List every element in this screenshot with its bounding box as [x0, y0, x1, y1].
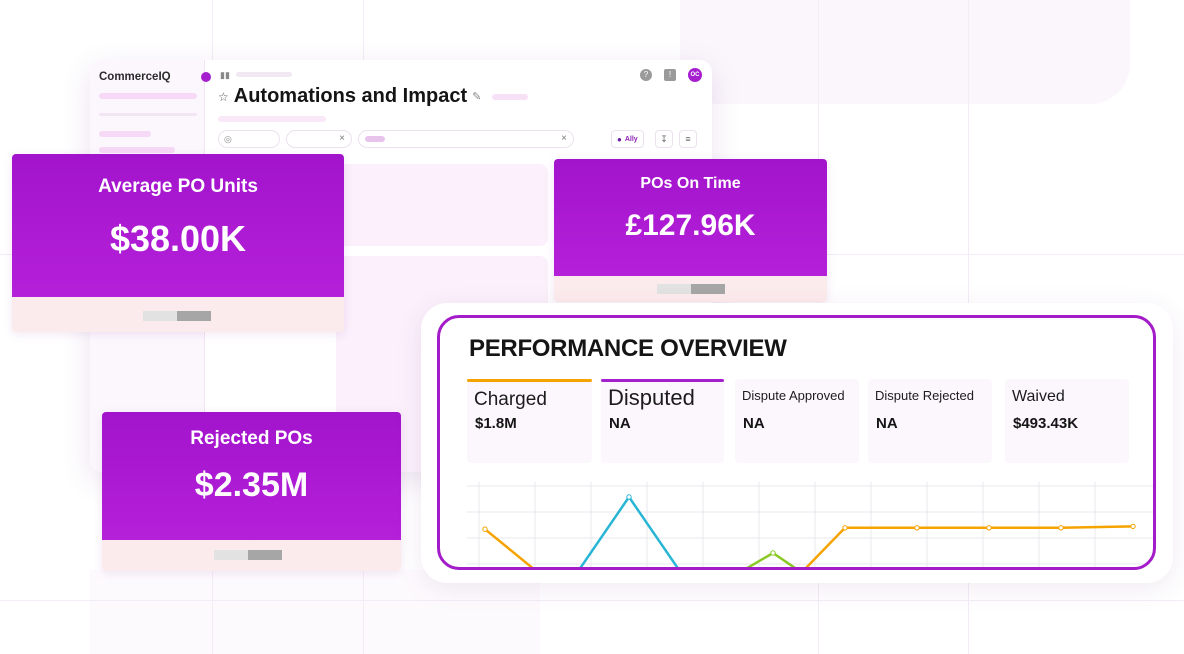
sidebar-item[interactable]: [99, 147, 175, 153]
kpi-card-average-po-units[interactable]: Average PO Units $38.00K: [12, 154, 344, 332]
breadcrumb[interactable]: [236, 72, 292, 77]
metric-tab-waived[interactable]: Waived $493.43K: [1005, 379, 1129, 463]
filter-dropdown[interactable]: ×: [286, 130, 352, 148]
kpi-header: Rejected POs $2.35M: [102, 412, 401, 540]
metric-label: Waived: [1012, 388, 1065, 405]
kpi-label: Average PO Units: [98, 176, 258, 197]
data-point[interactable]: [770, 550, 776, 556]
header-actions: ? ! OC: [640, 68, 702, 82]
metric-label: Dispute Rejected: [875, 388, 974, 403]
kpi-label: POs On Time: [640, 175, 741, 192]
avatar[interactable]: OC: [688, 68, 702, 82]
metric-tab-dispute-rejected[interactable]: Dispute Rejected NA: [868, 379, 992, 463]
metric-value: NA: [876, 415, 898, 432]
close-icon[interactable]: ×: [339, 133, 345, 144]
metric-value: $493.43K: [1013, 415, 1079, 432]
star-icon[interactable]: ☆: [218, 89, 229, 104]
ally-button[interactable]: ● Ally: [611, 130, 644, 148]
performance-overview-panel: PERFORMANCE OVERVIEW Charged $1.8M Dispu…: [437, 315, 1156, 570]
data-point[interactable]: [1058, 525, 1064, 531]
data-point[interactable]: [482, 526, 488, 532]
kpi-label: Rejected POs: [190, 428, 313, 449]
kpi-header: POs On Time £127.96K: [554, 159, 827, 276]
kpi-card-rejected-pos[interactable]: Rejected POs $2.35M: [102, 412, 401, 571]
metric-tab-charged[interactable]: Charged $1.8M: [467, 379, 592, 463]
series-line-1: [579, 494, 679, 567]
title-tag: [492, 93, 529, 100]
metric-value: NA: [609, 415, 631, 432]
kpi-footer: [12, 297, 344, 332]
sidebar-item[interactable]: [99, 131, 151, 137]
kpi-value: $38.00K: [109, 218, 247, 259]
download-icon[interactable]: ↧: [655, 130, 673, 148]
sidebar-item[interactable]: [99, 93, 197, 99]
performance-line-chart: [467, 482, 1153, 567]
ally-label: Ally: [624, 135, 638, 143]
data-point[interactable]: [626, 494, 632, 500]
metric-label: Charged: [474, 389, 547, 410]
active-indicator: [467, 379, 592, 382]
close-icon[interactable]: ×: [561, 133, 567, 144]
data-point[interactable]: [842, 525, 848, 531]
metric-value: NA: [743, 415, 765, 432]
metric-label: Dispute Approved: [742, 388, 845, 403]
pencil-icon[interactable]: ✎: [472, 91, 482, 103]
help-icon[interactable]: ?: [640, 69, 652, 81]
kpi-footer: [102, 540, 401, 571]
page-title: Automations and Impact: [233, 85, 468, 107]
active-indicator: [601, 379, 724, 382]
metric-tab-dispute-approved[interactable]: Dispute Approved NA: [735, 379, 859, 463]
kpi-value: $2.35M: [194, 466, 309, 504]
series-line-0: [484, 525, 1134, 567]
kpi-header: Average PO Units $38.00K: [12, 154, 344, 297]
filter-dropdown[interactable]: ×: [358, 130, 574, 148]
title-row: ☆ Automations and Impact ✎: [218, 85, 529, 108]
metric-value: $1.8M: [475, 415, 517, 432]
data-point[interactable]: [914, 525, 920, 531]
metric-tab-disputed[interactable]: Disputed NA: [601, 379, 724, 463]
date-filter[interactable]: ◎: [218, 130, 280, 148]
data-point[interactable]: [986, 525, 992, 531]
filter-settings-icon[interactable]: ≡: [679, 130, 697, 148]
radio-icon: ◎: [224, 134, 232, 144]
feedback-icon[interactable]: !: [664, 69, 676, 81]
filter-chip[interactable]: [365, 136, 385, 142]
page-subtitle: [218, 116, 326, 122]
app-logo[interactable]: CommerceIQ: [99, 71, 171, 83]
sidebar-collapse-icon[interactable]: [201, 72, 211, 82]
metric-label: Disputed: [608, 385, 695, 410]
kpi-value: £127.96K: [625, 209, 756, 242]
data-point[interactable]: [1130, 523, 1136, 530]
chart-bar-icon: ▮▮: [220, 70, 230, 80]
kpi-footer: [554, 276, 827, 302]
placeholder-panel: [336, 164, 548, 246]
performance-title: PERFORMANCE OVERVIEW: [469, 335, 787, 362]
ally-icon: ●: [617, 134, 622, 144]
kpi-card-pos-on-time[interactable]: POs On Time £127.96K: [554, 159, 827, 302]
sidebar-divider: [99, 113, 197, 116]
background-blob: [680, 0, 1130, 104]
